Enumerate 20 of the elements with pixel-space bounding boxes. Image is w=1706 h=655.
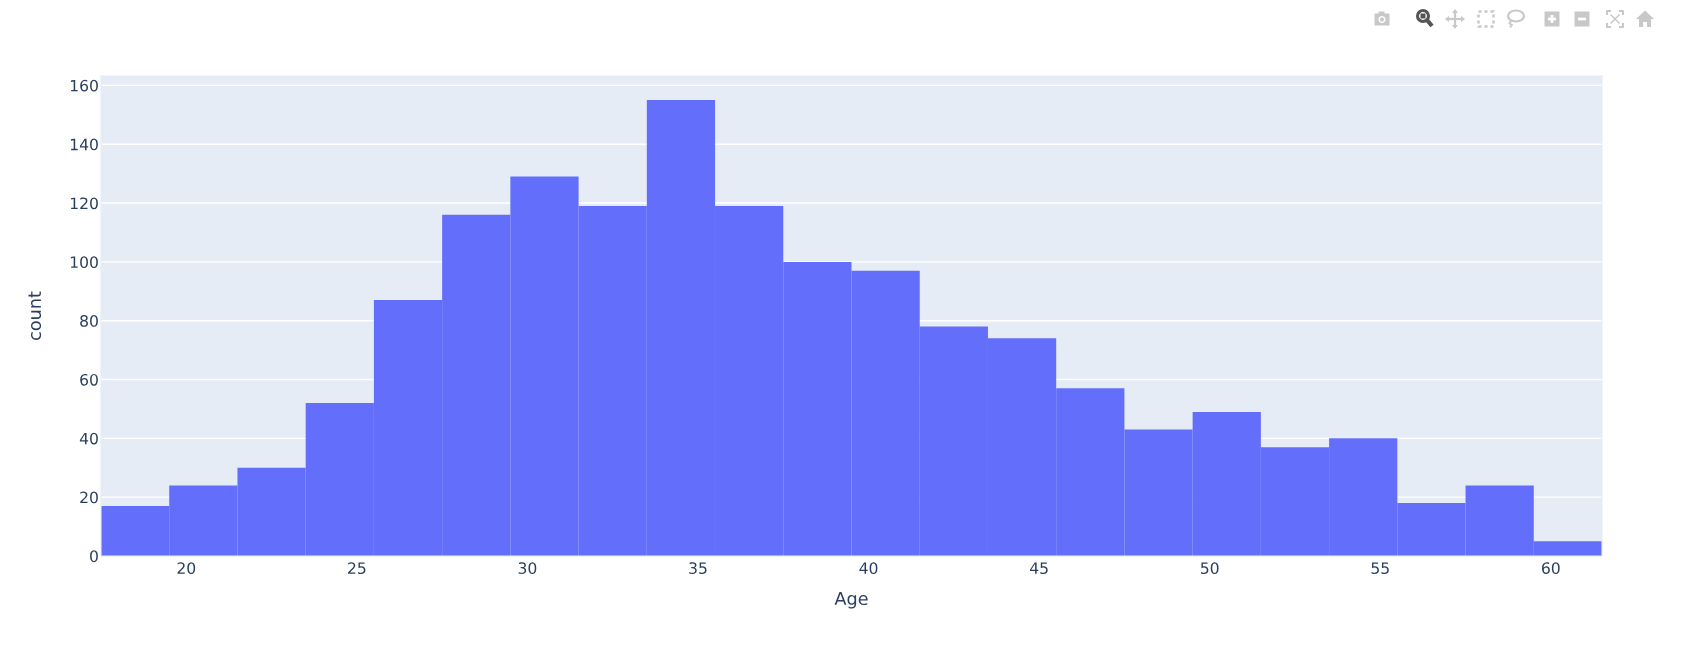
y-axis-title: count <box>28 291 42 340</box>
y-tick-label: 100 <box>70 256 98 269</box>
x-tick-label: 25 <box>348 562 366 575</box>
y-tick-label: 0 <box>90 550 98 563</box>
x-tick-label: 50 <box>1201 562 1219 575</box>
x-tick-label: 20 <box>177 562 196 575</box>
y-tick-label: 140 <box>70 138 98 151</box>
x-axis-title: Age <box>834 592 868 609</box>
y-tick-label: 120 <box>70 197 98 210</box>
y-tick-label: 20 <box>80 491 98 504</box>
x-tick-label: 45 <box>1029 562 1048 575</box>
x-tick-label: 30 <box>518 562 537 575</box>
y-tick-label: 40 <box>79 432 98 445</box>
y-tick-label: 160 <box>70 79 98 92</box>
x-tick-label: 35 <box>689 562 707 575</box>
x-tick-label: 40 <box>859 562 878 575</box>
y-tick-label: 80 <box>80 315 98 327</box>
x-tick-label: 60 <box>1542 562 1560 575</box>
y-tick-label: 60 <box>80 373 98 386</box>
x-tick-label: 55 <box>1371 562 1389 575</box>
